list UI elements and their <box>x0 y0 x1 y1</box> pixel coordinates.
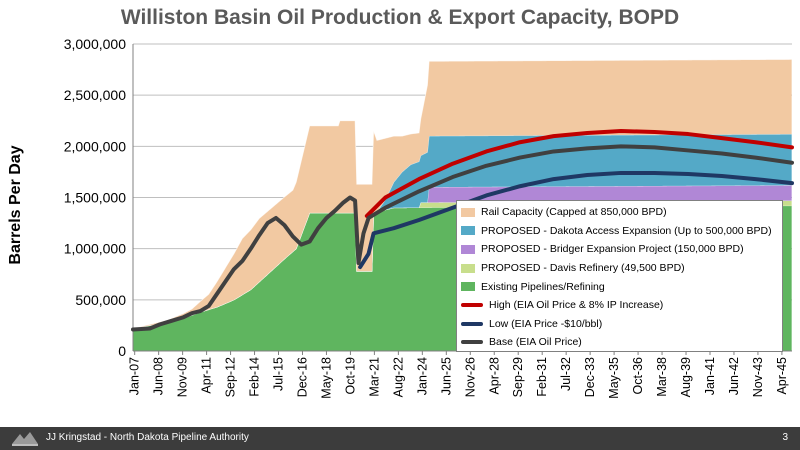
legend-swatch <box>461 303 483 308</box>
x-tick-label: Dec-16 <box>295 357 309 397</box>
x-tick-label: Mar-21 <box>367 357 381 397</box>
x-tick-label: Mar-38 <box>655 357 669 397</box>
x-tick-label: May-18 <box>319 357 333 399</box>
legend: Rail Capacity (Capped at 850,000 BPD) PRO… <box>456 200 783 352</box>
legend-label: PROPOSED - Bridger Expansion Project (15… <box>481 243 744 256</box>
legend-label: Low (EIA Price -$10/bbl) <box>489 317 603 330</box>
legend-item: PROPOSED - Dakota Access Expansion (Up t… <box>461 222 782 241</box>
legend-item: Base (EIA Oil Price) <box>461 333 782 352</box>
legend-swatch <box>461 226 475 236</box>
x-tick-label: Feb-14 <box>248 357 262 397</box>
line-series-0 <box>364 128 794 218</box>
x-tick-label: Dec-33 <box>583 357 597 397</box>
legend-swatch <box>461 321 483 326</box>
legend-label: PROPOSED - Dakota Access Expansion (Up t… <box>481 224 772 237</box>
x-tick-label: Nov-26 <box>463 357 477 397</box>
x-tick-label: Jan-24 <box>415 357 429 395</box>
x-tick-label: Nov-09 <box>176 357 190 397</box>
x-tick-label: Oct-36 <box>631 357 645 395</box>
legend-item: PROPOSED - Bridger Expansion Project (15… <box>461 240 782 259</box>
chart-title: Williston Basin Oil Production & Export … <box>120 6 680 29</box>
y-tick-label: 2,500,000 <box>64 87 126 103</box>
page-number: 3 <box>782 432 788 443</box>
y-tick-label: 1,000,000 <box>64 241 126 257</box>
x-tick-label: Apr-28 <box>487 357 501 395</box>
area-series-2 <box>133 185 792 329</box>
footer-bar: JJ Kringstad - North Dakota Pipeline Aut… <box>0 427 800 450</box>
y-tick-label: 0 <box>118 343 126 359</box>
pipeline-authority-logo-icon <box>12 432 38 446</box>
x-tick-label: Sep-12 <box>224 357 238 397</box>
y-tick-label: 1,500,000 <box>64 190 126 206</box>
legend-item: Rail Capacity (Capped at 850,000 BPD) <box>461 203 782 222</box>
area-edge-4 <box>132 59 792 329</box>
y-tick-label: 500,000 <box>75 292 126 308</box>
x-tick-label: May-35 <box>607 357 621 399</box>
y-tick-label: 3,000,000 <box>64 36 126 52</box>
x-tick-label: Jun-08 <box>152 357 166 395</box>
legend-label: Existing Pipelines/Refining <box>481 280 605 293</box>
x-tick-label: Aug-39 <box>679 357 693 397</box>
legend-item: Existing Pipelines/Refining <box>461 277 782 296</box>
area-series-4 <box>133 59 792 329</box>
legend-label: Base (EIA Oil Price) <box>489 336 582 349</box>
area-series-3 <box>133 134 792 329</box>
y-tick-label: 2,000,000 <box>64 138 126 154</box>
legend-swatch <box>461 340 483 345</box>
legend-label: High (EIA Oil Price & 8% IP Increase) <box>489 299 664 312</box>
legend-item: PROPOSED - Davis Refinery (49,500 BPD) <box>461 259 782 278</box>
x-tick-label: Jun-25 <box>439 357 453 395</box>
line-series-2 <box>131 144 794 332</box>
legend-swatch <box>461 244 475 254</box>
line-series-1 <box>358 170 794 270</box>
x-tick-label: Jul-32 <box>559 357 573 391</box>
legend-swatch <box>461 263 475 273</box>
x-tick-label: Apr-11 <box>200 357 214 394</box>
footer-author: JJ Kringstad - North Dakota Pipeline Aut… <box>46 432 249 443</box>
legend-item: Low (EIA Price -$10/bbl) <box>461 315 782 334</box>
x-tick-label: Jan-41 <box>703 357 717 395</box>
x-tick-label: Apr-45 <box>775 357 789 395</box>
legend-swatch <box>461 282 475 292</box>
x-tick-label: Sep-29 <box>511 357 525 397</box>
x-tick-label: Nov-43 <box>751 357 765 397</box>
legend-label: PROPOSED - Davis Refinery (49,500 BPD) <box>481 262 685 275</box>
legend-swatch <box>461 207 475 217</box>
x-tick-label: Jul-15 <box>272 357 286 391</box>
x-tick-label: Jun-42 <box>727 357 741 395</box>
x-tick-label: Aug-22 <box>391 357 405 397</box>
x-tick-label: Jan-07 <box>128 357 142 395</box>
legend-label: Rail Capacity (Capped at 850,000 BPD) <box>481 206 667 219</box>
x-tick-label: Feb-31 <box>535 357 549 397</box>
legend-item: High (EIA Oil Price & 8% IP Increase) <box>461 296 782 315</box>
x-tick-label: Oct-19 <box>343 357 357 395</box>
